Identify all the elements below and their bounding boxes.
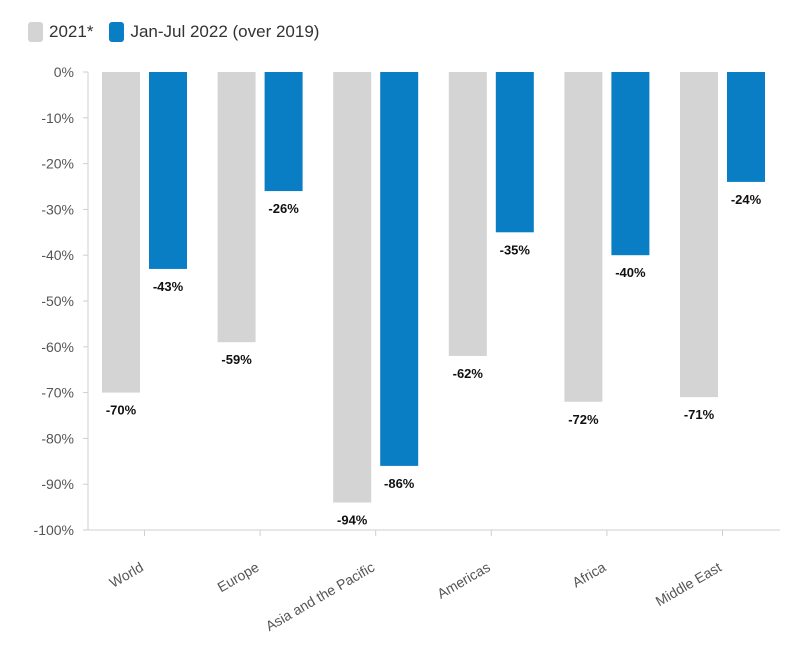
- bar-2021-europe: [217, 72, 256, 343]
- x-category-label: Africa: [569, 559, 608, 591]
- legend-swatch-2021: [28, 22, 43, 42]
- data-label: -70%: [106, 403, 137, 418]
- legend-swatch-2022: [109, 22, 125, 42]
- data-label: -43%: [153, 279, 184, 294]
- bar-2022-europe: [264, 72, 303, 192]
- bar-2022-africa: [611, 72, 650, 256]
- data-label: -24%: [731, 192, 762, 207]
- bar-2021-africa: [564, 72, 603, 402]
- data-label: -94%: [337, 513, 368, 528]
- bar-2022-middle-east: [727, 72, 765, 182]
- data-label: -72%: [568, 412, 599, 427]
- data-label: -40%: [615, 265, 646, 280]
- bar-2022-world: [149, 72, 187, 269]
- bar-2021-world: [102, 72, 140, 393]
- data-label: -62%: [453, 366, 484, 381]
- legend-item-2022: Jan-Jul 2022 (over 2019): [109, 22, 319, 42]
- y-tick-label: -70%: [41, 385, 74, 401]
- bar-2022-asia-and-the-pacific: [380, 72, 419, 466]
- bar-2021-americas: [448, 72, 487, 356]
- y-tick-label: -20%: [41, 156, 74, 172]
- y-tick-label: -100%: [34, 522, 74, 538]
- x-category-label: Europe: [214, 559, 261, 596]
- y-tick-label: -10%: [41, 110, 74, 126]
- legend-item-2021: 2021*: [28, 22, 93, 42]
- legend: 2021* Jan-Jul 2022 (over 2019): [28, 22, 319, 42]
- bar-2021-asia-and-the-pacific: [333, 72, 372, 503]
- data-label: -86%: [384, 476, 415, 491]
- data-label: -26%: [268, 201, 299, 216]
- data-label: -71%: [684, 407, 715, 422]
- y-tick-label: -40%: [41, 247, 74, 263]
- legend-label-2021: 2021*: [49, 22, 94, 41]
- data-label: -59%: [221, 352, 252, 367]
- x-category-label: Middle East: [653, 559, 724, 609]
- y-tick-label: -30%: [41, 201, 74, 217]
- y-tick-label: -90%: [41, 476, 74, 492]
- y-tick-label: 0%: [54, 64, 74, 80]
- y-tick-label: -60%: [41, 339, 74, 355]
- bar-2022-americas: [495, 72, 534, 233]
- y-tick-label: -50%: [41, 293, 74, 309]
- x-category-label: World: [107, 559, 146, 591]
- legend-label-2022: Jan-Jul 2022 (over 2019): [130, 22, 320, 41]
- x-category-label: Americas: [434, 559, 493, 602]
- y-tick-label: -80%: [41, 430, 74, 446]
- data-label: -35%: [500, 242, 531, 257]
- bar-2021-middle-east: [680, 72, 718, 398]
- x-category-label: Asia and the Pacific: [263, 559, 377, 634]
